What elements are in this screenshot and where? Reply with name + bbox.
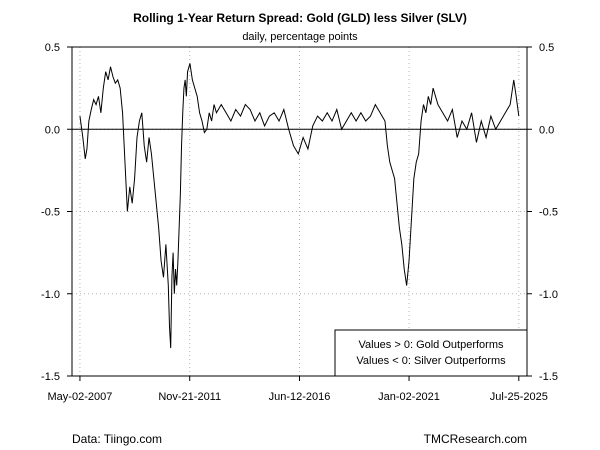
x-tick-label: Jul-25-2025 bbox=[490, 391, 548, 403]
x-tick-label: Jun-12-2016 bbox=[269, 391, 331, 403]
x-tick-label: May-02-2007 bbox=[48, 391, 113, 403]
chart-subtitle: daily, percentage points bbox=[242, 31, 358, 43]
y-tick-label-left: -1.0 bbox=[41, 289, 60, 301]
x-axis: May-02-2007 Nov-21-2011 Jun-12-2016 Jan-02-… bbox=[48, 376, 548, 403]
legend-frame bbox=[334, 329, 528, 377]
y-tick-label-right: -1.5 bbox=[539, 371, 558, 383]
y-axis-right: 0.5 0.0 -0.5 -1.0 -1.5 bbox=[527, 42, 558, 383]
y-tick-label-left: -1.5 bbox=[41, 371, 60, 383]
plot-frame bbox=[71, 46, 528, 377]
legend-box: Values > 0: Gold Outperforms Values < 0:… bbox=[334, 329, 528, 377]
x-tick-label: Jan-02-2021 bbox=[378, 391, 440, 403]
x-tick-label: Nov-21-2011 bbox=[158, 391, 221, 403]
y-tick-label-right: 0.0 bbox=[539, 124, 554, 136]
legend-item-gold: Values > 0: Gold Outperforms bbox=[358, 339, 504, 351]
series-line bbox=[79, 63, 520, 349]
chart-title: Rolling 1-Year Return Spread: Gold (GLD)… bbox=[133, 11, 467, 25]
site-credit: TMCResearch.com bbox=[424, 432, 527, 446]
y-axis-left: 0.5 0.0 -0.5 -1.0 -1.5 bbox=[41, 42, 72, 383]
y-tick-label-right: 0.5 bbox=[539, 42, 554, 54]
y-tick-label-right: -1.0 bbox=[539, 289, 558, 301]
y-tick-label-left: 0.0 bbox=[45, 124, 60, 136]
y-tick-label-left: 0.5 bbox=[45, 42, 60, 54]
legend-item-silver: Values < 0: Silver Outperforms bbox=[356, 355, 506, 367]
data-source-credit: Data: Tiingo.com bbox=[72, 432, 162, 446]
grid-lines bbox=[72, 46, 527, 377]
y-tick-label-right: -0.5 bbox=[539, 207, 558, 219]
y-tick-label-left: -0.5 bbox=[41, 207, 60, 219]
